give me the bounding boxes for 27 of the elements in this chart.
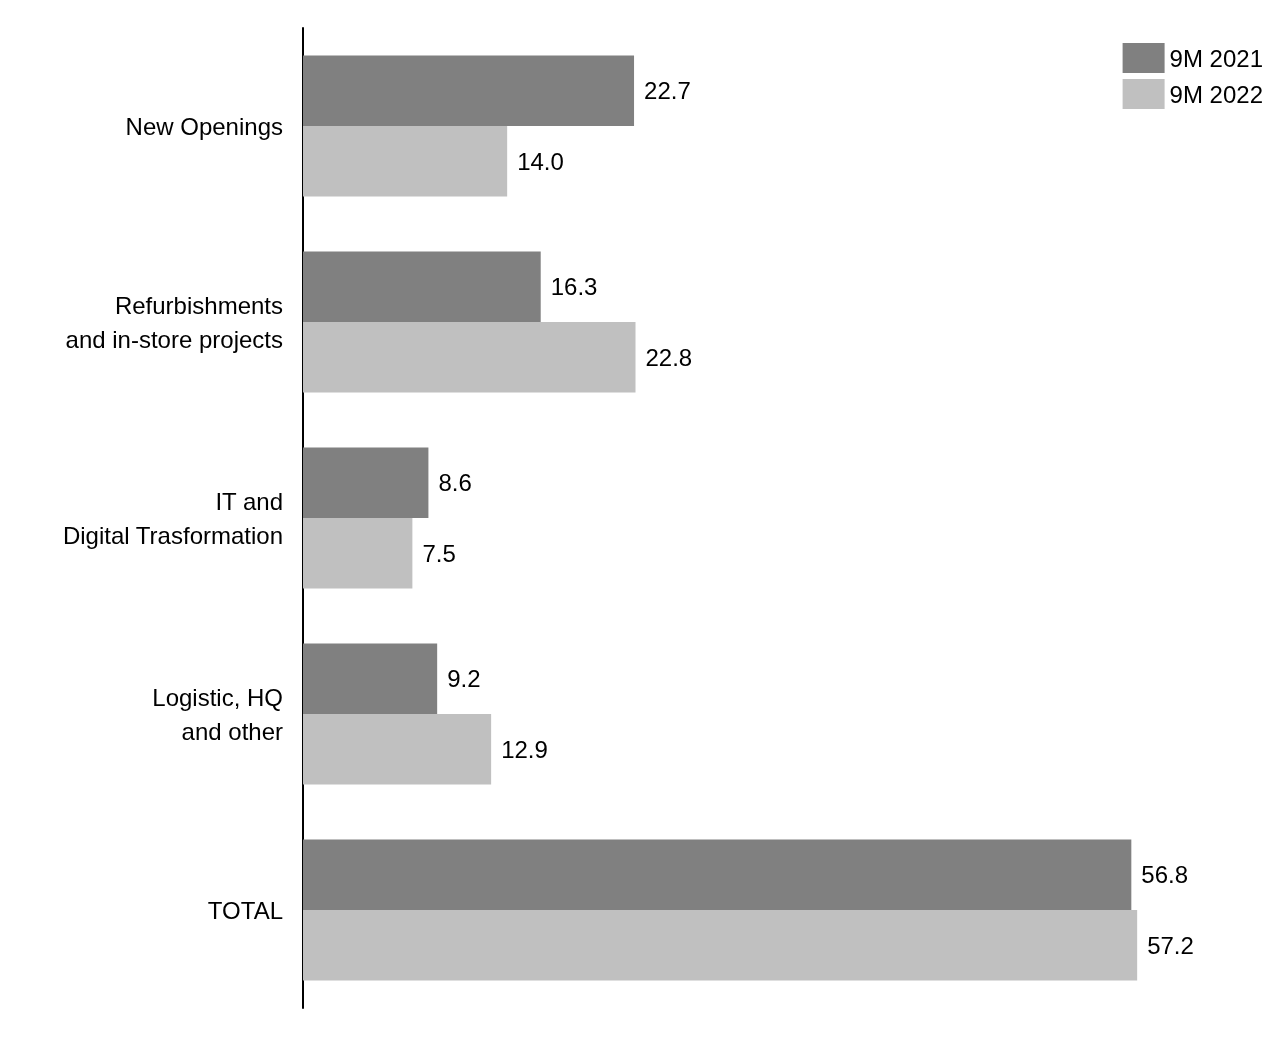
- bar: [303, 714, 492, 785]
- data-label: 57.2: [1147, 931, 1194, 959]
- data-label: 12.9: [501, 735, 548, 763]
- data-label: 14.0: [517, 147, 564, 175]
- y-tick-label: New Openings: [125, 112, 283, 140]
- bar: [303, 839, 1132, 910]
- bar: [303, 251, 541, 322]
- bar: [303, 518, 413, 589]
- data-label: 16.3: [550, 273, 598, 301]
- bar: [303, 447, 429, 518]
- y-tick-label: Logistic, HQ and other: [152, 683, 283, 745]
- bar: [303, 126, 508, 197]
- y-tick-label: TOTAL: [207, 896, 283, 924]
- data-label: 22.8: [645, 343, 693, 371]
- data-label: 56.8: [1141, 861, 1189, 889]
- data-label: 22.7: [644, 77, 691, 105]
- bar: [303, 643, 438, 714]
- data-label: 8.6: [438, 469, 472, 497]
- bar: [303, 322, 636, 393]
- y-tick-label: IT and Digital Trasformation: [62, 487, 283, 549]
- bar: [303, 910, 1138, 981]
- bar: [303, 55, 635, 126]
- y-tick-label: Refurbishments and in-store projects: [65, 291, 283, 353]
- data-label: 7.5: [422, 539, 456, 567]
- legend-label: 9M 2022: [1169, 80, 1264, 108]
- legend-label: 9M 2021: [1169, 44, 1264, 72]
- data-label: 9.2: [447, 665, 481, 693]
